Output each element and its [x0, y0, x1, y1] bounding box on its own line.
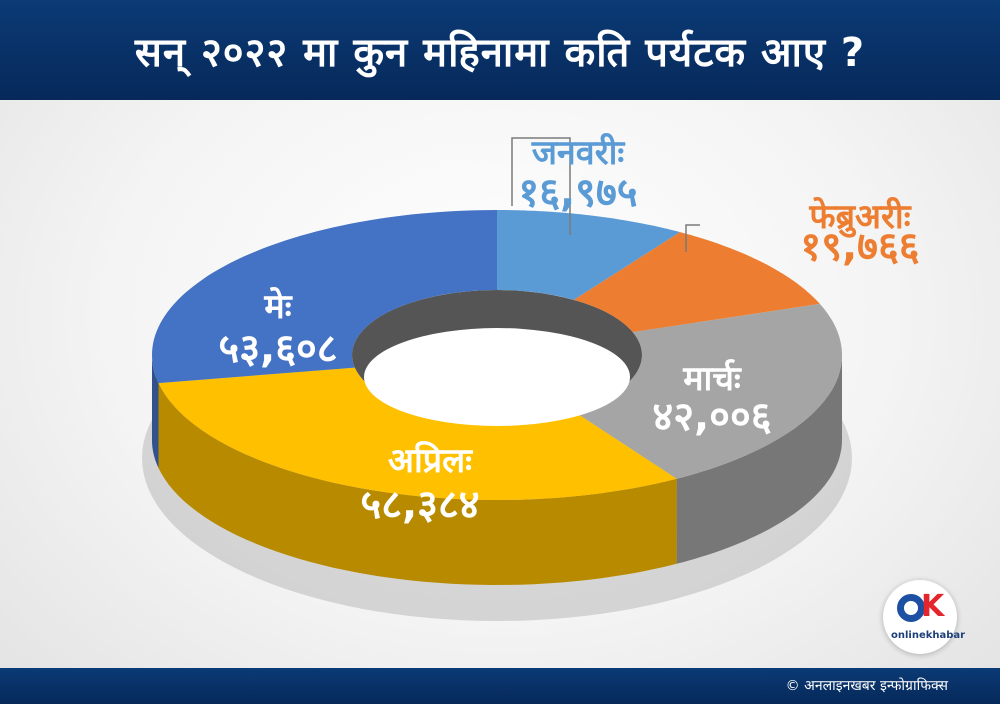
donut-chart: जनवरीः१६,९७५ फेब्रुअरीः१९,७६६ मार्चः४२,००६…	[142, 132, 920, 621]
label-value: १६,९७५	[518, 170, 637, 216]
label-value: ४२,००६	[652, 394, 771, 440]
leader-line	[685, 224, 700, 252]
page-title: सन् २०२२ मा कुन महिनामा कति पर्यटक आए ?	[134, 29, 866, 76]
footer-credit: © अनलाइनखबर इन्फोग्राफिक्स	[785, 678, 948, 694]
leader-line	[511, 137, 571, 235]
slice-1	[497, 210, 680, 300]
label-category: अप्रिलः	[388, 440, 473, 481]
footer-bar: © अनलाइनखबर इन्फोग्राफिक्स	[0, 668, 1000, 704]
donut-hole-floor	[364, 328, 630, 426]
slice-3	[572, 303, 842, 479]
label-category: जनवरीः	[531, 132, 626, 173]
label-value: १९,७६६	[800, 224, 919, 270]
label-category: मार्चः	[682, 358, 742, 399]
slice-side-wall	[158, 383, 677, 585]
slice-side-wall	[676, 355, 842, 564]
logo-o-icon	[897, 594, 925, 622]
header-bar: सन् २०२२ मा कुन महिनामा कति पर्यटक आए ?	[0, 0, 1000, 100]
slice-5	[152, 210, 497, 384]
label-category: फेब्रुअरीः	[808, 196, 911, 238]
logo-text: onlinekhabar	[891, 630, 966, 641]
label-value: ५८,३८४	[360, 482, 479, 528]
onlinekhabar-logo: K onlinekhabar	[883, 580, 965, 654]
slice-4	[158, 367, 677, 500]
slice-side-wall	[152, 355, 159, 469]
logo-k-icon: K	[921, 589, 945, 624]
label-category: मेः	[263, 286, 292, 327]
label-value: ५३,६०८	[218, 326, 337, 372]
slice-2	[573, 232, 820, 333]
